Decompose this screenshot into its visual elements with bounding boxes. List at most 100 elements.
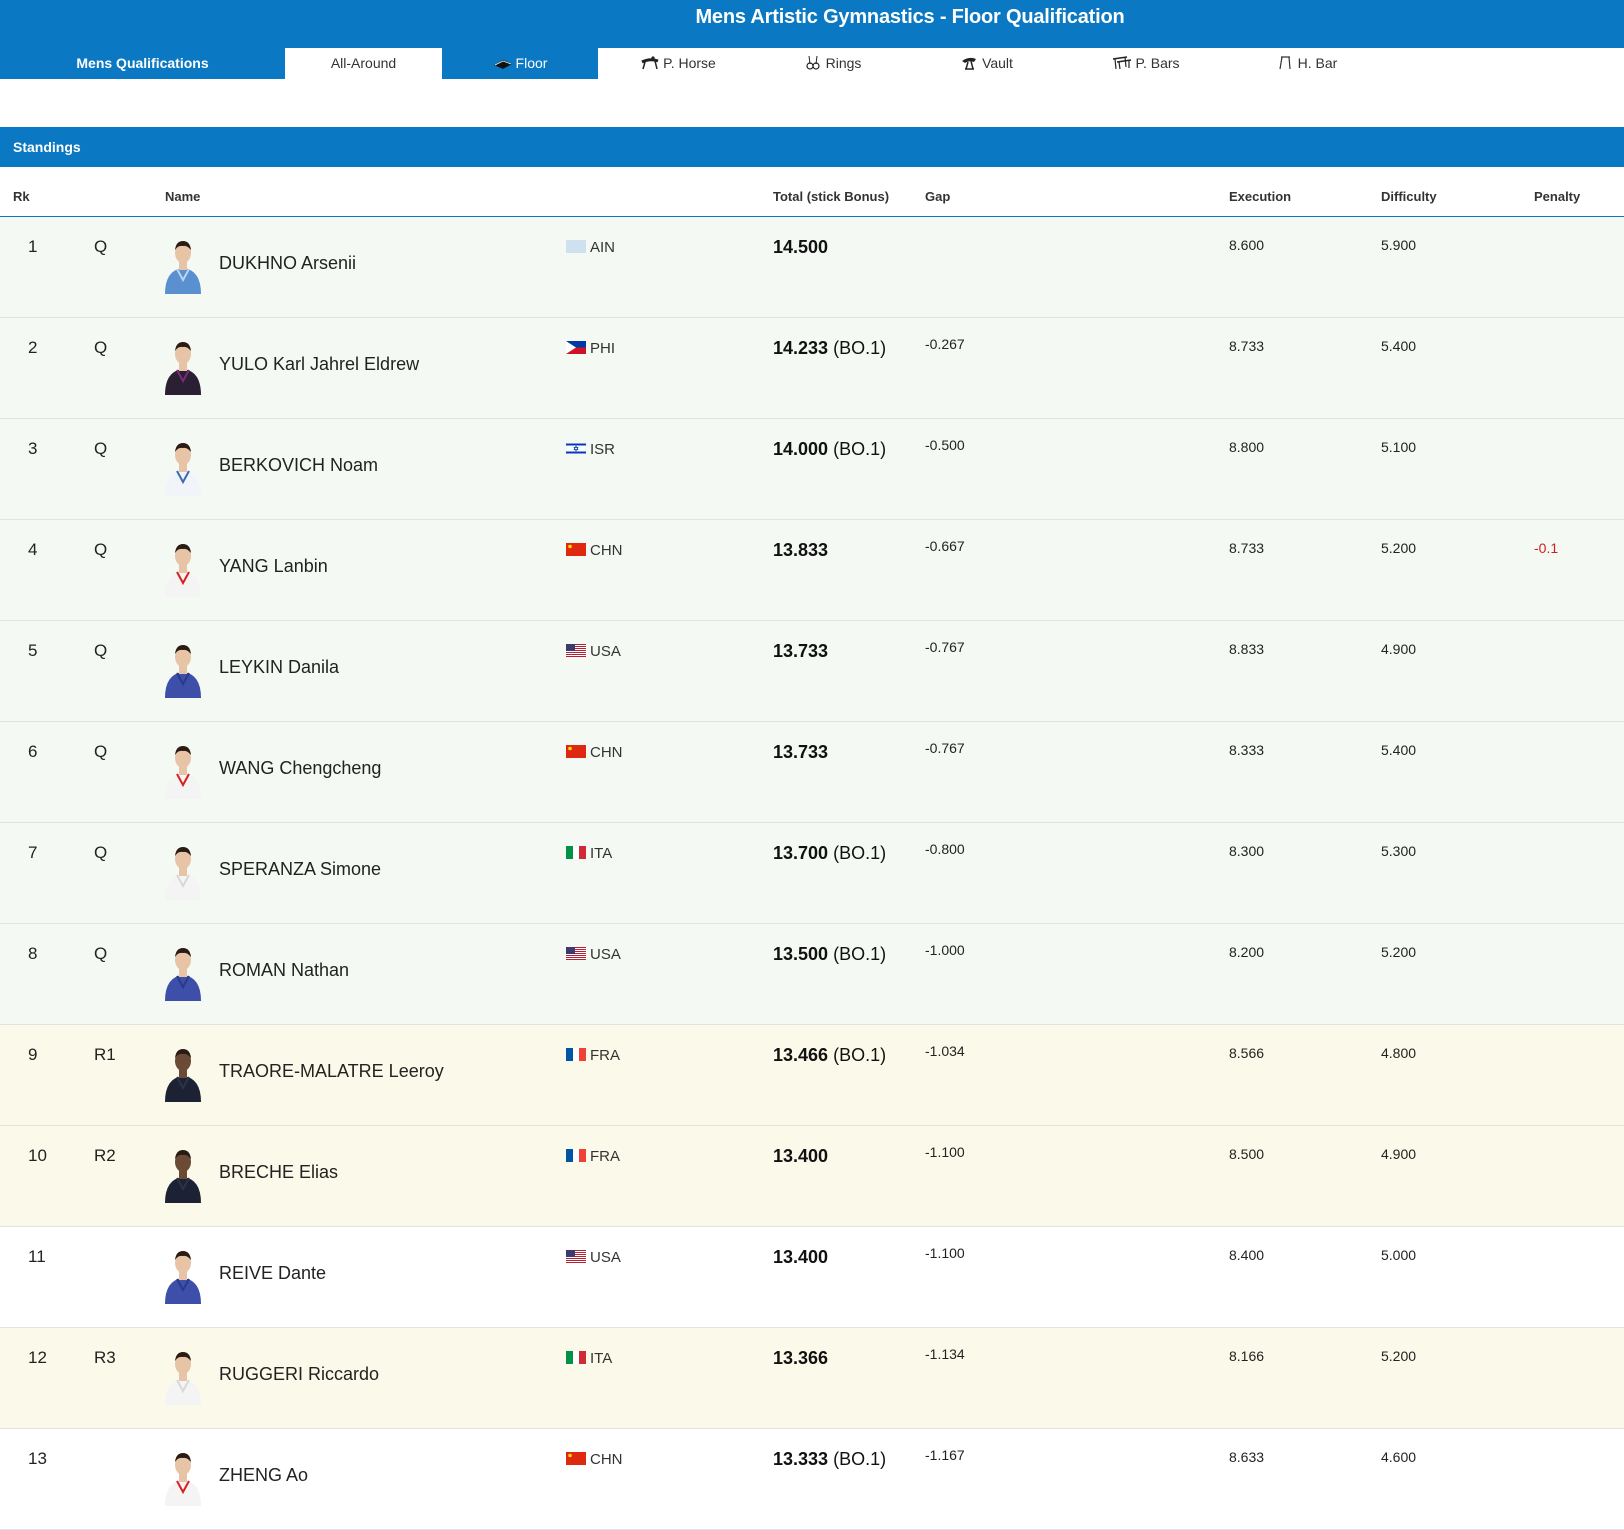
- table-row[interactable]: 7 Q SPERANZA Simone ITA 13.700 (BO.1) -0.800 8…: [0, 823, 1624, 924]
- tab-all-around[interactable]: All-Around: [330, 55, 397, 71]
- athlete-avatar: [165, 443, 201, 496]
- tab-pommel-horse[interactable]: P. Horse: [598, 48, 758, 79]
- country-code: ISR: [590, 441, 616, 458]
- qualification-status: Q: [94, 540, 108, 559]
- stick-bonus: (BO.1): [833, 1449, 887, 1469]
- athlete-name[interactable]: BRECHE Elias: [219, 1162, 339, 1182]
- athlete-avatar: [165, 1150, 201, 1203]
- table-row[interactable]: 13 ZHENG Ao CHN 13.333 (BO.1) -1.167 8.633 4.6…: [0, 1429, 1624, 1530]
- floor-icon: [493, 60, 512, 69]
- athlete-name[interactable]: SPERANZA Simone: [219, 859, 382, 879]
- tab-floor[interactable]: Floor: [442, 48, 598, 79]
- athlete-avatar: [165, 746, 201, 799]
- athlete-name[interactable]: TRAORE-MALATRE Leeroy: [219, 1061, 444, 1081]
- total-score: 13.400: [773, 1247, 829, 1267]
- athlete-name[interactable]: ZHENG Ao: [219, 1465, 309, 1485]
- rings-icon: [805, 56, 820, 70]
- table-row[interactable]: 12 R3 RUGGERI Riccardo ITA 13.366 -1.134 8.16…: [0, 1328, 1624, 1429]
- col-name[interactable]: Name: [165, 189, 201, 204]
- qualification-status: Q: [94, 237, 108, 256]
- difficulty-score: 5.900: [1381, 237, 1417, 253]
- table-row[interactable]: 4 Q YANG Lanbin CHN 13.833 -0.667 8.733 5.200 -…: [0, 520, 1624, 621]
- gap-value: -1.167: [925, 1447, 965, 1463]
- country-code: USA: [590, 643, 621, 660]
- country: USA: [566, 1249, 621, 1266]
- athlete-name[interactable]: YANG Lanbin: [219, 556, 328, 576]
- table-row[interactable]: 1 Q DUKHNO Arsenii AIN 14.500 8.600 5.900: [0, 217, 1624, 318]
- gap-value: -0.500: [925, 437, 965, 453]
- athlete-name[interactable]: LEYKIN Danila: [219, 657, 340, 677]
- table-row[interactable]: 8 Q ROMAN Nathan USA 13.500 (BO.1) -1.000 8.20…: [0, 924, 1624, 1025]
- athlete-avatar: [165, 645, 201, 698]
- parallel-bars-icon: [1113, 56, 1132, 70]
- standings-header: Standings: [0, 127, 1624, 167]
- country: CHN: [566, 1451, 623, 1468]
- athlete-name[interactable]: ROMAN Nathan: [219, 960, 350, 980]
- tab-rings[interactable]: Rings: [758, 48, 906, 79]
- table-row[interactable]: 2 Q YULO Karl Jahrel Eldrew PHI 14.233 (BO.1…: [0, 318, 1624, 419]
- athlete-avatar: [165, 948, 201, 1001]
- execution-score: 8.300: [1229, 843, 1265, 859]
- total-score: 13.700 (BO.1): [773, 843, 887, 863]
- qualification-status: Q: [94, 742, 108, 761]
- col-penalty[interactable]: Penalty: [1534, 189, 1581, 204]
- stick-bonus: (BO.1): [833, 338, 887, 358]
- stick-bonus: (BO.1): [833, 843, 887, 863]
- qualification-status: Q: [94, 843, 108, 862]
- tab-high-bar[interactable]: H. Bar: [1226, 48, 1386, 79]
- difficulty-score: 4.800: [1381, 1045, 1417, 1061]
- athlete-name[interactable]: WANG Chengcheng: [219, 758, 382, 778]
- athlete-avatar: [165, 1352, 201, 1405]
- country: ITA: [566, 1350, 612, 1367]
- flag-icon: [566, 745, 586, 758]
- qualification-status: Q: [94, 338, 108, 357]
- country-code: ITA: [590, 1350, 613, 1367]
- col-rk[interactable]: Rk: [13, 189, 30, 204]
- rank: 8: [28, 944, 38, 963]
- execution-score: 8.733: [1229, 540, 1265, 556]
- country: USA: [566, 643, 621, 660]
- athlete-name[interactable]: REIVE Dante: [219, 1263, 327, 1283]
- country: PHI: [566, 340, 615, 357]
- athlete-name[interactable]: YULO Karl Jahrel Eldrew: [219, 354, 420, 374]
- col-execution[interactable]: Execution: [1229, 189, 1292, 204]
- country: FRA: [566, 1148, 620, 1165]
- country-code: CHN: [590, 542, 623, 559]
- athlete-name[interactable]: RUGGERI Riccardo: [219, 1364, 380, 1384]
- rank: 12: [28, 1348, 47, 1367]
- stick-bonus: (BO.1): [833, 944, 887, 964]
- total-score: 13.500 (BO.1): [773, 944, 887, 964]
- table-row[interactable]: 9 R1 TRAORE-MALATRE Leeroy FRA 13.466 (BO.1)…: [0, 1025, 1624, 1126]
- flag-icon: [566, 1048, 586, 1061]
- vault-icon: [962, 57, 977, 70]
- tab-parallel-bars[interactable]: P. Bars: [1066, 48, 1226, 79]
- table-row[interactable]: 10 R2 BRECHE Elias FRA 13.400 -1.100 8.500 4.9…: [0, 1126, 1624, 1227]
- athlete-avatar: [165, 241, 201, 294]
- athlete-name[interactable]: DUKHNO Arsenii: [219, 253, 357, 273]
- difficulty-score: 4.600: [1381, 1449, 1417, 1465]
- execution-score: 8.166: [1229, 1348, 1265, 1364]
- total-score: 13.466 (BO.1): [773, 1045, 887, 1065]
- execution-score: 8.733: [1229, 338, 1265, 354]
- col-gap[interactable]: Gap: [925, 189, 951, 204]
- gap-value: -1.100: [925, 1144, 965, 1160]
- col-difficulty[interactable]: Difficulty: [1381, 189, 1437, 204]
- table-row[interactable]: 6 Q WANG Chengcheng CHN 13.733 -0.767 8.333 5.…: [0, 722, 1624, 823]
- table-row[interactable]: 3 Q BERKOVICH Noam ISR 14.000 (BO.1) -0.500 8.…: [0, 419, 1624, 520]
- table-row[interactable]: 11 REIVE Dante USA 13.400 -1.100 8.400 5.000: [0, 1227, 1624, 1328]
- total-score: 14.233 (BO.1): [773, 338, 887, 358]
- athlete-avatar: [165, 544, 201, 597]
- tab-vault[interactable]: Vault: [906, 48, 1066, 79]
- flag-icon: [566, 846, 586, 859]
- total-score: 14.500: [773, 237, 829, 257]
- tab-mens-qualifications[interactable]: Mens Qualifications: [0, 48, 285, 79]
- country: ISR: [566, 441, 615, 458]
- difficulty-score: 5.200: [1381, 944, 1417, 960]
- rank: 6: [28, 742, 38, 761]
- table-row[interactable]: 5 Q LEYKIN Danila USA 13.733 -0.767 8.833 4.90…: [0, 621, 1624, 722]
- execution-score: 8.833: [1229, 641, 1265, 657]
- athlete-name[interactable]: BERKOVICH Noam: [219, 455, 379, 475]
- athlete-avatar: [165, 847, 201, 900]
- col-total[interactable]: Total (stick Bonus): [773, 189, 890, 204]
- country-code: CHN: [590, 744, 623, 761]
